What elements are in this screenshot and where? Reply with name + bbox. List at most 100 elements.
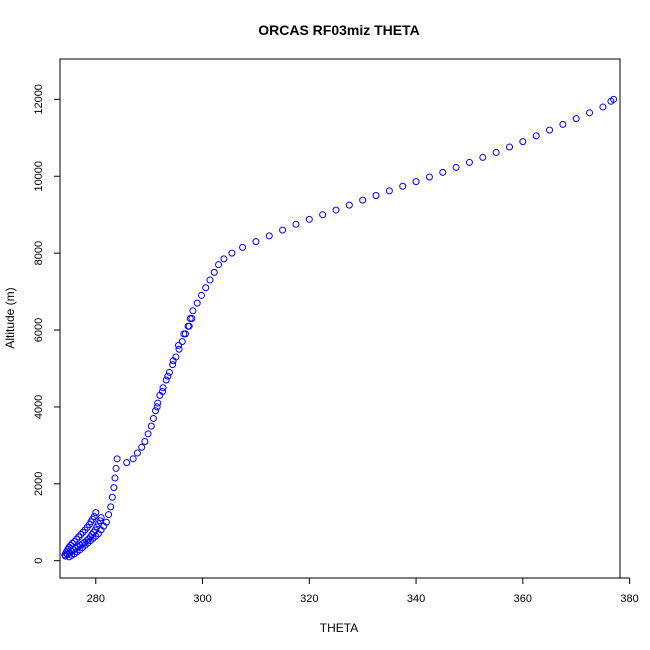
data-point — [239, 243, 247, 251]
data-point — [332, 206, 340, 214]
data-point — [153, 403, 161, 411]
data-point — [385, 187, 393, 195]
data-point — [73, 535, 81, 543]
y-axis-label: Altitude (m) — [3, 287, 17, 348]
data-point — [149, 414, 157, 422]
data-point — [68, 539, 76, 547]
data-point — [599, 103, 607, 111]
data-point — [345, 201, 353, 209]
data-point — [152, 407, 160, 415]
data-point — [372, 191, 380, 199]
data-point — [492, 148, 500, 156]
x-tick-label: 380 — [620, 593, 638, 605]
data-point — [279, 226, 287, 234]
x-tick-label: 320 — [300, 593, 318, 605]
data-point — [206, 276, 214, 284]
data-point — [144, 430, 152, 438]
data-point — [185, 322, 193, 330]
data-point — [180, 330, 188, 338]
data-point — [452, 163, 460, 171]
data-point — [305, 215, 313, 223]
data-point — [162, 376, 170, 384]
chart-title: ORCAS RF03miz THETA — [258, 22, 420, 38]
data-point — [129, 455, 137, 463]
data-point — [141, 438, 149, 446]
data-point — [113, 455, 121, 463]
data-point — [178, 338, 186, 346]
data-point — [197, 291, 205, 299]
data-point — [412, 178, 420, 186]
y-tick-label: 8000 — [33, 241, 45, 265]
x-axis: 280 300 320 340 360 380 — [87, 577, 639, 605]
data-point — [519, 138, 527, 146]
data-point — [532, 132, 540, 140]
data-point — [292, 220, 300, 228]
data-point — [79, 528, 87, 536]
x-tick-label: 280 — [87, 593, 105, 605]
data-point — [105, 511, 113, 519]
data-point — [210, 268, 218, 276]
data-point — [220, 255, 228, 263]
data-point — [169, 357, 177, 365]
data-point — [102, 518, 110, 526]
data-point — [112, 464, 120, 472]
data-point — [154, 399, 162, 407]
data-point — [169, 361, 177, 369]
data-point — [546, 126, 554, 134]
data-point — [84, 535, 92, 543]
data-point — [265, 232, 273, 240]
data-point — [90, 512, 98, 520]
data-point — [77, 531, 85, 539]
data-point — [465, 158, 473, 166]
data-point — [586, 109, 594, 117]
x-tick-label: 300 — [193, 593, 211, 605]
data-point — [147, 422, 155, 430]
data-point — [505, 143, 513, 151]
data-point — [215, 261, 223, 269]
data-point — [75, 533, 83, 541]
data-point — [572, 115, 580, 123]
data-point — [479, 153, 487, 161]
data-point — [110, 484, 118, 492]
data-point — [175, 341, 183, 349]
data-point — [175, 345, 183, 353]
data-point — [123, 459, 131, 467]
data-point — [359, 196, 367, 204]
data-point — [425, 173, 433, 181]
data-point — [439, 168, 447, 176]
data-point — [158, 388, 166, 396]
y-tick-label: 10000 — [33, 161, 45, 192]
data-point — [70, 537, 78, 545]
x-tick-label: 340 — [407, 593, 425, 605]
y-tick-label: 0 — [33, 558, 45, 564]
data-points — [61, 95, 618, 561]
y-tick-label: 4000 — [33, 395, 45, 419]
data-point — [97, 514, 105, 522]
data-point — [107, 503, 115, 511]
data-point — [159, 384, 167, 392]
x-tick-label: 360 — [514, 593, 532, 605]
data-point — [189, 307, 197, 315]
x-axis-label: THETA — [320, 621, 358, 635]
y-tick-label: 12000 — [33, 84, 45, 115]
data-point — [202, 284, 210, 292]
y-tick-label: 6000 — [33, 318, 45, 342]
data-point — [164, 372, 172, 380]
y-axis: 0 2000 4000 6000 8000 10000 12000 — [33, 84, 61, 564]
data-point — [252, 238, 260, 246]
data-point — [133, 449, 141, 457]
data-point — [399, 182, 407, 190]
data-point — [138, 443, 146, 451]
data-point — [228, 249, 236, 257]
data-point — [559, 120, 567, 128]
data-point — [96, 517, 104, 525]
y-tick-label: 2000 — [33, 472, 45, 496]
data-point — [610, 95, 618, 103]
data-point — [92, 509, 100, 517]
data-point — [108, 493, 116, 501]
data-point — [188, 315, 196, 322]
plot-frame — [59, 58, 621, 579]
data-point — [165, 368, 173, 376]
data-point — [319, 211, 327, 219]
